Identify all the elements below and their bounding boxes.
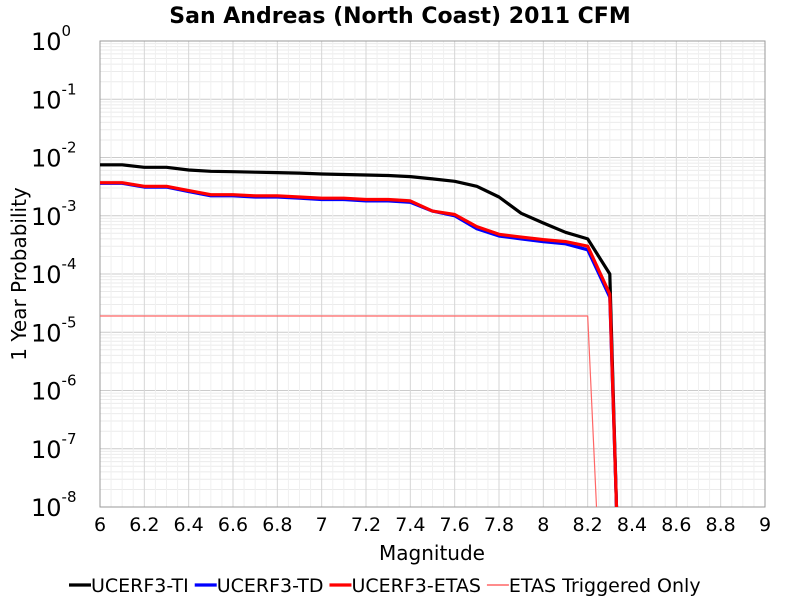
series-line (100, 181, 619, 508)
y-tick-label: 10-5 (31, 313, 77, 347)
series-layer (100, 163, 619, 508)
x-tick-label: 6.2 (129, 514, 159, 536)
y-tick-label: 10-3 (31, 197, 77, 231)
x-axis-label: Magnitude (379, 541, 485, 565)
plot-area (99, 40, 766, 508)
x-tick-label: 6.4 (174, 514, 204, 536)
x-tick-label: 7.6 (440, 514, 470, 536)
x-tick-label: 9 (759, 514, 771, 536)
y-tick-label: 10-1 (31, 80, 77, 114)
x-tick-label: 7.2 (351, 514, 381, 536)
series-line (100, 315, 598, 508)
x-tick-label: 8.2 (573, 514, 603, 536)
x-tick-label: 6.8 (262, 514, 292, 536)
x-tick-label: 8 (537, 514, 549, 536)
legend-label: UCERF3-TD (217, 575, 324, 597)
legend-label: UCERF3-TI (91, 575, 189, 597)
x-tick-labels: 6 6.2 6.4 6.6 6.8 7 7.2 7.4 7.6 7.8 8 8.2 8.4 8.6 8.8 9 (94, 514, 771, 536)
y-tick-label: 100 (31, 22, 71, 56)
chart-title: San Andreas (North Coast) 2011 CFM (169, 4, 630, 29)
legend-label: UCERF3-ETAS (351, 575, 480, 597)
x-tick-label: 6 (94, 514, 106, 536)
y-tick-label: 10-2 (31, 139, 77, 173)
y-tick-label: 10-6 (31, 372, 77, 406)
x-tick-label: 7.8 (484, 514, 514, 536)
y-tick-labels: 100 10-1 10-2 10-3 10-4 10-5 10-6 10-7 10-8 (31, 22, 77, 522)
legend: UCERF3-TI UCERF3-TD UCERF3-ETAS ETAS Trigge… (69, 575, 701, 597)
x-tick-label: 8.6 (661, 514, 691, 536)
y-tick-label: 10-7 (31, 430, 77, 464)
x-tick-label: 8.4 (617, 514, 647, 536)
series-line (100, 163, 619, 508)
x-tick-label: 7 (316, 514, 328, 536)
y-tick-label: 10-8 (31, 488, 77, 522)
x-tick-label: 6.6 (218, 514, 248, 536)
grid-lines (99, 41, 766, 508)
legend-label: ETAS Triggered Only (509, 575, 701, 597)
x-tick-label: 7.4 (395, 514, 425, 536)
y-axis-label: 1 Year Probability (7, 187, 31, 361)
x-tick-label: 8.8 (706, 514, 736, 536)
y-tick-label: 10-4 (31, 255, 77, 289)
